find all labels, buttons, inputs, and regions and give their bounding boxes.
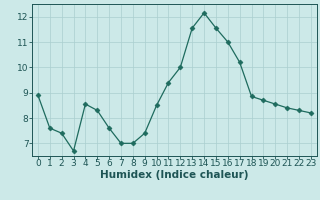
X-axis label: Humidex (Indice chaleur): Humidex (Indice chaleur) <box>100 170 249 180</box>
